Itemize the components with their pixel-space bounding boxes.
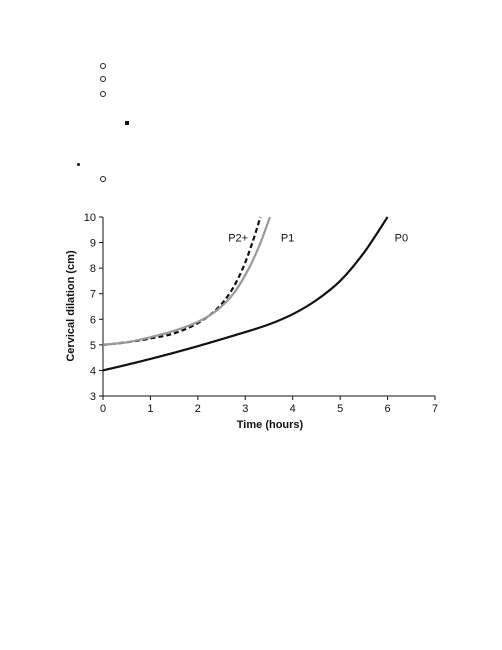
x-tick-label: 1 [147, 403, 153, 415]
series-label: P0 [395, 232, 408, 244]
series-label: P1 [281, 232, 294, 244]
x-tick-label: 5 [337, 403, 343, 415]
square-bullet-icon [125, 121, 129, 125]
y-tick-label: 4 [90, 365, 96, 377]
chart-axes: 0 1 2 3 4 5 6 7 3 4 5 6 7 8 9 10 [84, 212, 438, 415]
y-tick-label: 3 [90, 391, 96, 403]
x-tick-label: 2 [195, 403, 201, 415]
y-tick-label: 9 [90, 238, 96, 250]
y-tick-label: 8 [90, 263, 96, 275]
y-tick-label: 6 [90, 314, 96, 326]
series-line-p0 [102, 216, 389, 372]
x-tick-label: 7 [432, 403, 438, 415]
x-tick-label: 4 [290, 403, 296, 415]
y-tick-label: 7 [90, 289, 96, 301]
hollow-bullet-icon [100, 176, 106, 182]
hollow-bullet-icon [100, 63, 106, 69]
series-line-p1 [102, 216, 271, 346]
hollow-bullet-icon [100, 76, 106, 82]
chart-series-labels: P2+ P1 P0 [228, 232, 408, 244]
hollow-bullet-icon [100, 91, 106, 97]
chart-series [102, 216, 389, 372]
y-tick-label: 10 [84, 212, 96, 224]
y-axis-label: Cervical dilation (cm) [65, 250, 77, 362]
y-tick-label: 5 [90, 340, 96, 352]
filled-bullet-icon [77, 163, 80, 166]
x-tick-label: 6 [385, 403, 391, 415]
x-tick-label: 0 [100, 403, 106, 415]
x-axis-label: Time (hours) [237, 419, 304, 431]
series-label: P2+ [228, 232, 248, 244]
x-tick-label: 3 [242, 403, 248, 415]
